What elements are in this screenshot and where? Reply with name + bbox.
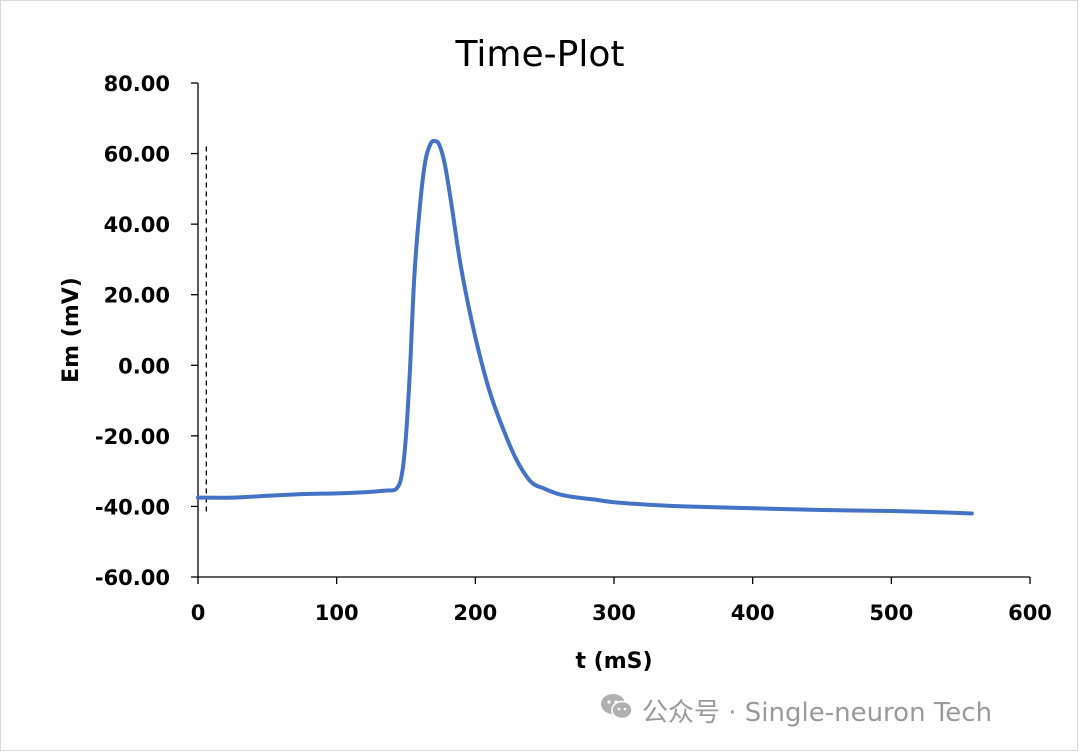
wechat-icon [600,692,634,729]
y-tick-label: 60.00 [104,143,170,167]
membrane-potential-line [196,138,974,516]
x-tick-label: 300 [592,601,636,625]
x-tick-label: 400 [731,601,775,625]
y-tick-label: -40.00 [95,495,170,519]
watermark: 公众号 · Single-neuron Tech [600,690,992,730]
y-tick-label: 0.00 [118,354,170,378]
x-tick-label: 200 [453,601,497,625]
y-axis-title: Em (mV) [59,277,84,383]
watermark-text: 公众号 · Single-neuron Tech [642,697,993,728]
y-tick-label: 20.00 [104,284,170,308]
y-tick-label: -20.00 [95,425,170,449]
x-axis-title: t (mS) [575,649,652,674]
x-axis-ticks: 0 100 200 300 400 500 600 [191,577,1052,625]
y-tick-label: 80.00 [104,72,170,96]
x-tick-label: 600 [1008,601,1052,625]
x-tick-label: 0 [191,601,206,625]
x-tick-label: 500 [869,601,913,625]
y-tick-label: 40.00 [104,213,170,237]
x-tick-label: 100 [315,601,359,625]
chart-title: Time-Plot [455,34,625,75]
y-axis-ticks: 80.00 60.00 40.00 20.00 0.00 -20.00 -40.00 -60.… [95,72,198,590]
y-tick-label: -60.00 [95,566,170,590]
